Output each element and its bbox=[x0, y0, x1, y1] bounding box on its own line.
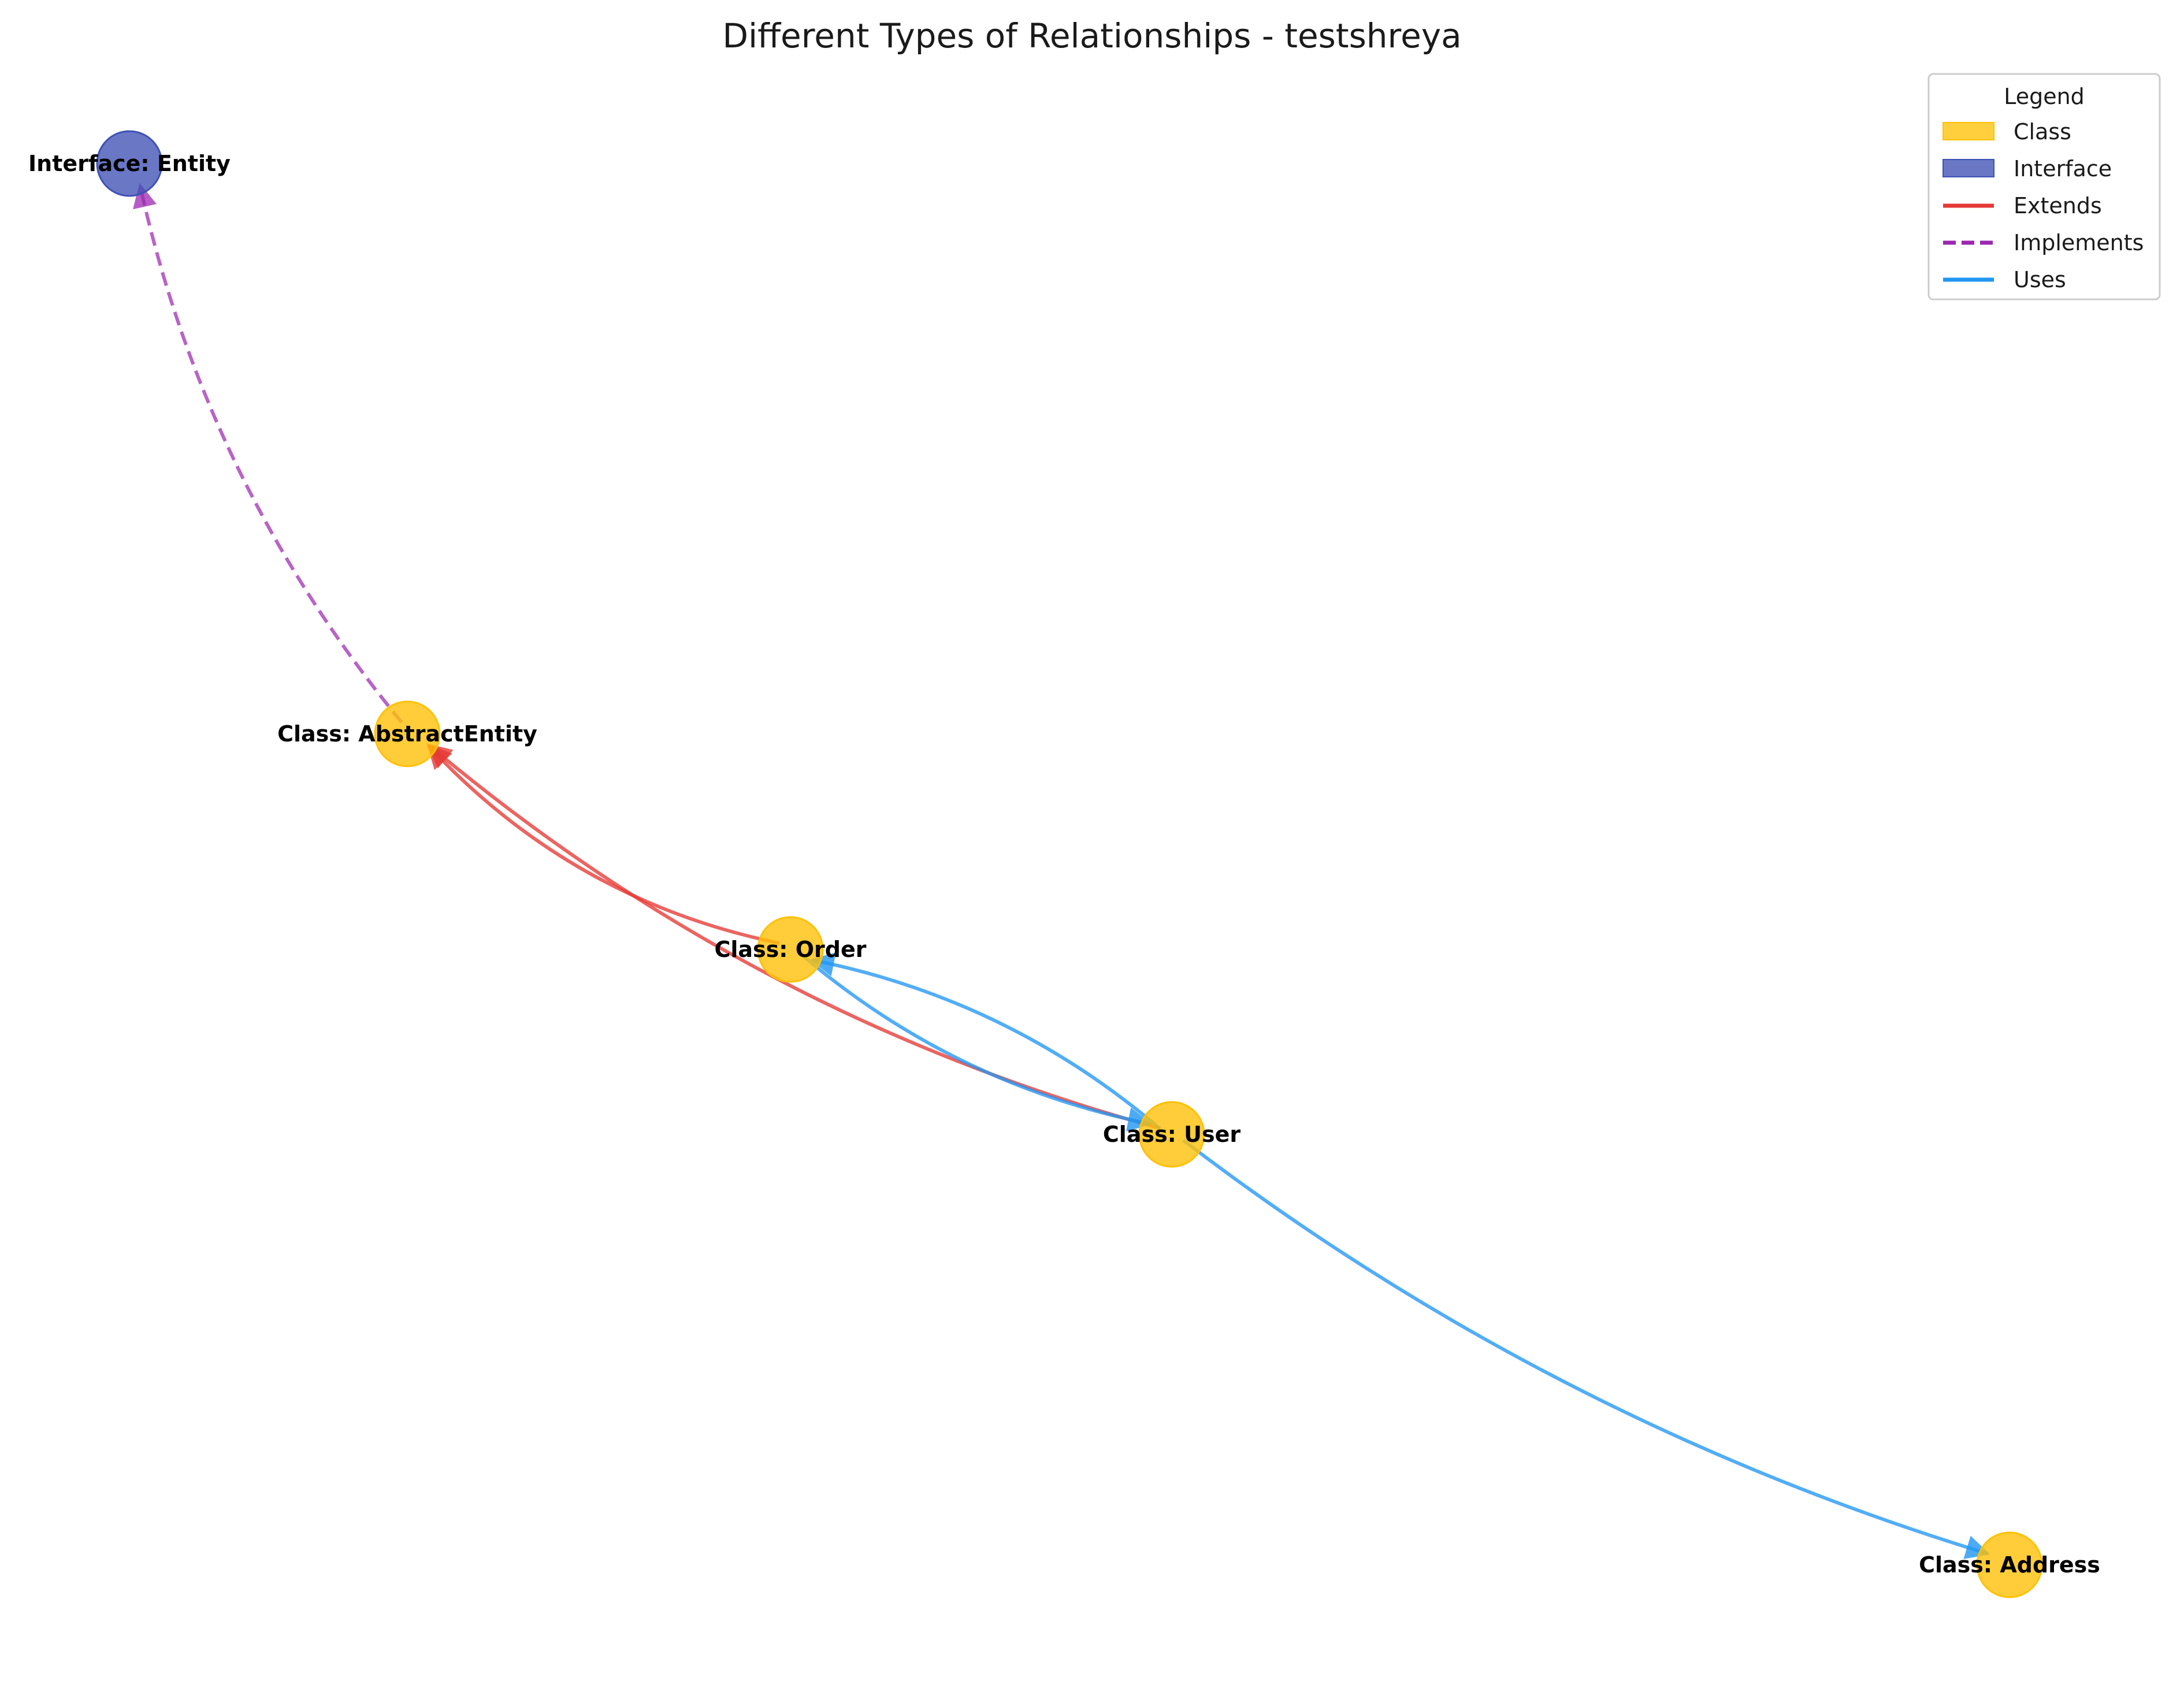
legend-item-implements: Implements bbox=[1943, 230, 2144, 255]
diagram-title: Different Types of Relationships - tests… bbox=[722, 16, 1461, 55]
edge-uses-order-to-user bbox=[801, 953, 1153, 1131]
node-user-label: Class: User bbox=[1103, 1122, 1240, 1147]
node-entity-label: Interface: Entity bbox=[28, 151, 231, 176]
node-user[interactable]: Class: User bbox=[1103, 1101, 1240, 1168]
edge-uses-user-to-address bbox=[1182, 1138, 1990, 1559]
edge-uses-user-to-order bbox=[809, 952, 1161, 1130]
legend-items: Class Interface Extends Implements Uses bbox=[1942, 119, 2144, 292]
node-order[interactable]: Class: Order bbox=[715, 916, 867, 983]
legend-item-uses: Uses bbox=[1943, 267, 2066, 292]
node-order-circle bbox=[757, 916, 824, 983]
legend-label-implements: Implements bbox=[2014, 230, 2144, 255]
legend-label-interface: Interface bbox=[2014, 156, 2112, 181]
node-order-label: Class: Order bbox=[715, 937, 867, 962]
node-user-circle bbox=[1138, 1101, 1205, 1168]
legend-item-extends: Extends bbox=[1943, 193, 2102, 218]
node-abstract-label: Class: AbstractEntity bbox=[277, 721, 537, 747]
legend-swatch-class bbox=[1942, 122, 1994, 140]
legend-swatch-interface bbox=[1942, 159, 1994, 177]
node-abstract[interactable]: Class: AbstractEntity bbox=[277, 700, 537, 767]
legend: Legend Class Interface Extends Implements Us… bbox=[1927, 73, 2161, 300]
node-entity[interactable]: Interface: Entity bbox=[28, 130, 231, 197]
node-address-circle bbox=[1976, 1531, 2043, 1598]
legend-title: Legend bbox=[2004, 84, 2085, 109]
edge-extends-order-to-abstract bbox=[426, 744, 780, 945]
legend-item-interface: Interface bbox=[1942, 156, 2112, 181]
node-address[interactable]: Class: Address bbox=[1919, 1531, 2100, 1598]
edges-layer bbox=[133, 183, 1990, 1559]
legend-label-uses: Uses bbox=[2014, 267, 2066, 292]
nodes-layer: Interface: Entity Class: AbstractEntity Cl… bbox=[28, 130, 2100, 1598]
edge-implements-abstract-to-entity bbox=[133, 183, 403, 723]
node-abstract-circle bbox=[374, 700, 441, 767]
legend-item-class: Class bbox=[1942, 119, 2071, 144]
legend-label-class: Class bbox=[2014, 119, 2071, 144]
node-entity-circle bbox=[96, 130, 163, 197]
node-address-label: Class: Address bbox=[1919, 1552, 2100, 1578]
legend-label-extends: Extends bbox=[2014, 193, 2102, 218]
